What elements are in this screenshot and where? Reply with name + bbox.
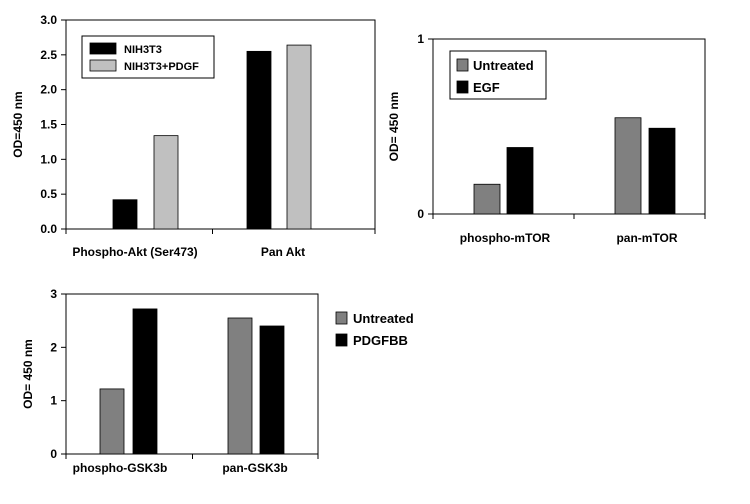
x-category-label: Phospho-Akt (Ser473) (72, 245, 197, 259)
legend-label: NIH3T3+PDGF (124, 61, 199, 73)
bar-pdgfbb-1 (259, 325, 285, 455)
legend-swatch (89, 42, 117, 55)
chart-akt: 0.0 0.5 1.0 1.5 2.0 2.5 3.0 Phospho-Akt (Ser473… (11, 13, 376, 259)
y-tick-label: 3.0 (40, 13, 57, 27)
x-category-label: phospho-GSK3b (73, 461, 168, 475)
y-axis-label: OD=450 nm (11, 91, 25, 157)
bar-egf-0 (506, 147, 534, 215)
bar-untreated-1 (614, 117, 642, 215)
bar-untreated-0 (473, 183, 501, 215)
y-tick-label: 3 (50, 287, 57, 301)
y-tick-label: 1.5 (40, 118, 57, 132)
legend-swatch (456, 80, 469, 94)
x-category-label: phospho-mTOR (460, 231, 551, 245)
y-tick-label: 0.0 (40, 222, 57, 236)
bar-untreated-0 (99, 388, 125, 455)
legend-swatch (335, 333, 348, 347)
legend: Untreated PDGFBB (335, 311, 414, 348)
y-axis-label: OD= 450 nm (387, 92, 401, 162)
chart-mtor: 0 1 phospho-mTOR pan-mTOR OD= 450 nm Untreate… (387, 32, 706, 245)
y-tick-label: 0 (417, 207, 424, 221)
legend-label: Untreated (473, 58, 534, 73)
bar-pdgfbb-0 (132, 308, 158, 455)
bar-nih3t3-1 (246, 50, 272, 230)
legend: Untreated EGF (449, 50, 547, 100)
bar-nih3t3-pdgf-0 (153, 135, 179, 230)
x-category-label: Pan Akt (261, 245, 305, 259)
legend-label: PDGFBB (353, 333, 408, 348)
legend-label: Untreated (353, 311, 414, 326)
legend-label: NIH3T3 (124, 44, 162, 56)
y-axis-label: OD= 450 nm (21, 339, 35, 409)
bar-untreated-1 (227, 317, 253, 455)
y-tick-label: 1 (417, 32, 424, 46)
y-tick-label: 0.5 (40, 187, 57, 201)
y-tick-label: 2.0 (40, 83, 57, 97)
y-tick-label: 1.0 (40, 152, 57, 166)
x-category-label: pan-GSK3b (222, 461, 287, 475)
y-tick-label: 2.5 (40, 48, 57, 62)
chart-gsk: 0 1 2 3 phospho-GSK3b pan-GSK3b OD= 450 nm Untr… (21, 287, 414, 475)
plot-area-frame (432, 38, 706, 215)
bar-nih3t3-0 (112, 199, 138, 230)
legend-swatch (335, 311, 348, 325)
y-tick-label: 1 (50, 394, 57, 408)
legend-swatch (89, 59, 117, 72)
bar-egf-1 (648, 127, 676, 215)
legend-label: EGF (473, 80, 500, 95)
y-tick-label: 2 (50, 340, 57, 354)
bar-nih3t3-pdgf-1 (286, 44, 312, 230)
y-tick-label: 0 (50, 447, 57, 461)
legend: NIH3T3 NIH3T3+PDGF (81, 35, 215, 79)
legend-swatch (456, 58, 469, 72)
x-category-label: pan-mTOR (616, 231, 677, 245)
